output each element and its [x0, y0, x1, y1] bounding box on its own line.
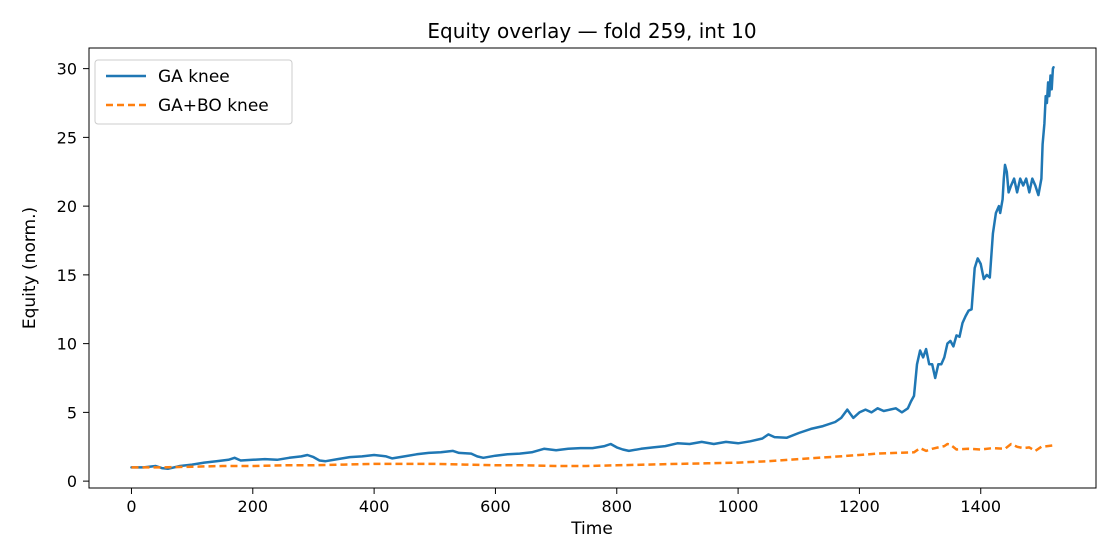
x-tick-label: 0 [126, 497, 136, 516]
y-tick-label: 15 [57, 266, 77, 285]
series-line-ga-knee [130, 66, 1055, 471]
y-tick-label: 10 [57, 335, 77, 354]
chart-title: Equity overlay — fold 259, int 10 [427, 19, 756, 43]
y-tick-label: 20 [57, 197, 77, 216]
plot-area: 0 200 400 600 800 1000 1200 1400 0 5 10 15 20 25 30 [57, 47, 1097, 516]
y-axis-label: Equity (norm.) [20, 207, 40, 329]
x-tick-label: 1000 [718, 497, 759, 516]
legend-label-ga-bo-knee: GA+BO knee [158, 96, 269, 116]
y-tick-label: 5 [67, 403, 77, 422]
series-line-ga-bo-knee [131, 442, 1054, 469]
x-axis: 0 200 400 600 800 1000 1200 1400 [126, 488, 1001, 516]
x-tick-label: 1200 [839, 497, 880, 516]
x-tick-label: 200 [238, 497, 269, 516]
x-tick-label: 800 [601, 497, 632, 516]
y-tick-label: 30 [57, 60, 77, 79]
x-tick-label: 600 [480, 497, 511, 516]
legend-label-ga-knee: GA knee [158, 67, 230, 87]
legend: GA knee GA+BO knee [94, 59, 293, 125]
x-tick-label: 1400 [960, 497, 1001, 516]
y-tick-label: 0 [67, 472, 77, 491]
y-tick-label: 25 [57, 128, 77, 147]
axes-frame [88, 47, 1097, 489]
x-axis-label: Time [570, 519, 613, 539]
series-layer [130, 66, 1055, 471]
x-tick-label: 400 [359, 497, 390, 516]
y-axis: 0 5 10 15 20 25 30 [57, 60, 89, 491]
